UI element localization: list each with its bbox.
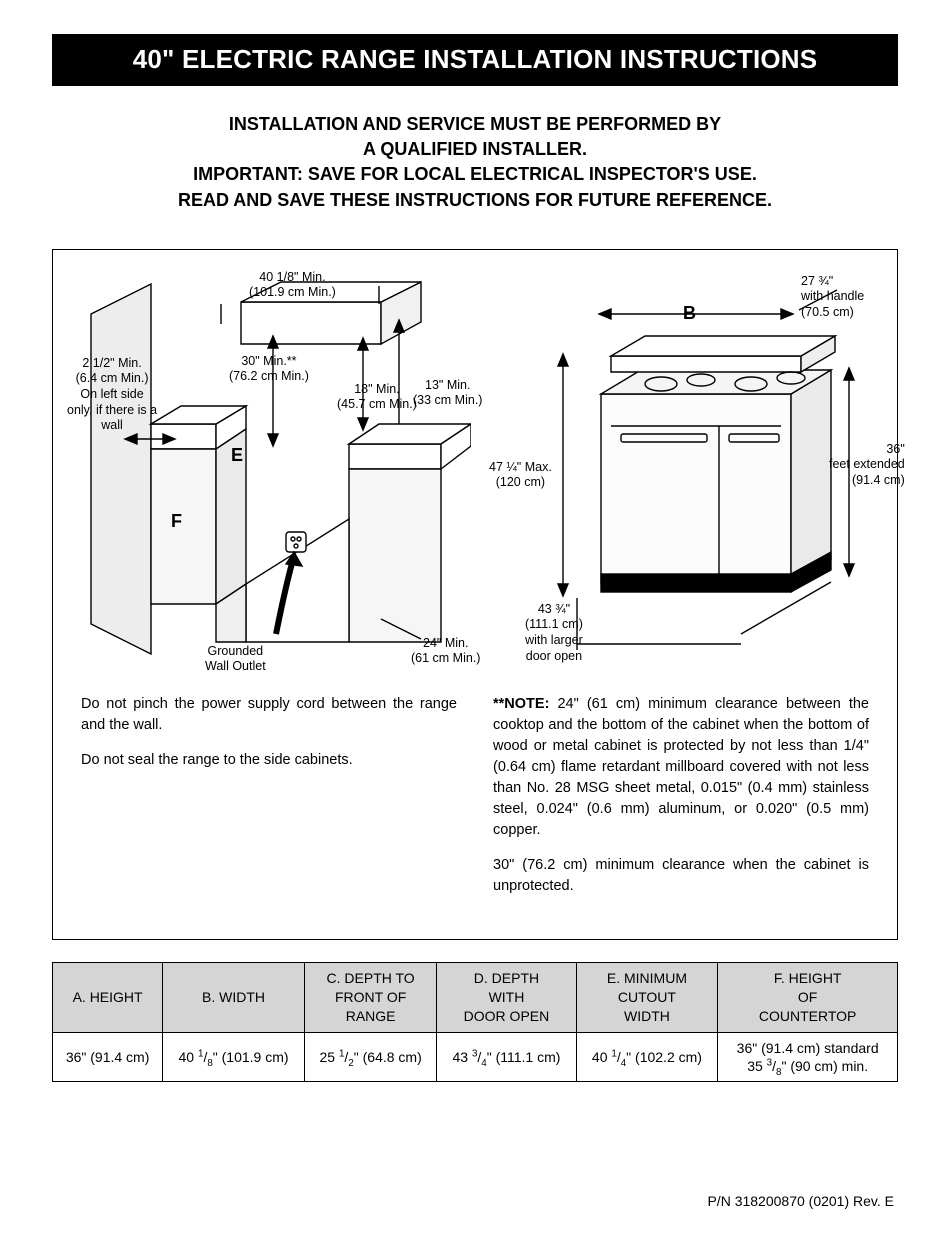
dim-label: (70.5 cm) [801,305,854,319]
letter-E: E [231,444,243,467]
dim-label: (120 cm) [496,475,545,489]
dim-label: (45.7 cm Min.) [337,397,417,411]
range-dimensions-diagram: B 27 ¾" with handle (70.5 cm) 47 ¼" Max.… [501,274,871,674]
table-cell: 40 1/8" (101.9 cm) [163,1032,305,1081]
dim-label: (61 cm Min.) [411,651,480,665]
dim-label: with handle [801,289,864,303]
dim-label: 30" Min.** [241,354,296,368]
dim-label: with larger [525,633,583,647]
dim-label: 24" Min. [423,636,468,650]
warning-line: IMPORTANT: SAVE FOR LOCAL ELECTRICAL INS… [52,162,898,187]
warning-line: A QUALIFIED INSTALLER. [52,137,898,162]
table-cell: 43 3/4" (111.1 cm) [437,1032,576,1081]
dimensions-table: A. HEIGHT B. WIDTH C. DEPTH TOFRONT OFRA… [52,962,898,1082]
warning-block: INSTALLATION AND SERVICE MUST BE PERFORM… [52,112,898,213]
dim-label: (91.4 cm) [852,473,905,487]
table-header: A. HEIGHT [53,962,163,1032]
dim-label: 18" Min. [354,382,399,396]
dim-label: (76.2 cm Min.) [229,369,309,383]
table-cell: 36" (91.4 cm) standard35 3/8" (90 cm) mi… [718,1032,898,1081]
right-notes-column: **NOTE: 24" (61 cm) minimum clearance be… [493,694,869,911]
dim-label: door open [526,649,582,663]
letter-B: B [683,302,696,325]
table-cell: 36" (91.4 cm) [53,1032,163,1081]
table-header: D. DEPTHWITHDOOR OPEN [437,962,576,1032]
note-body: 24" (61 cm) minimum clearance between th… [493,696,869,838]
page-title: 40" ELECTRIC RANGE INSTALLATION INSTRUCT… [52,34,898,86]
note-text: 30" (76.2 cm) minimum clearance when the… [493,855,869,897]
table-row: 36" (91.4 cm) 40 1/8" (101.9 cm) 25 1/2"… [53,1032,898,1081]
dim-label: On left side [80,387,143,401]
cabinet-cutout-diagram: 40 1/8" Min. (101.9 cm Min.) 2 1/2" Min.… [81,274,471,664]
dim-label: feet extended [829,457,905,471]
outlet-label: Grounded [208,644,264,658]
table-header: F. HEIGHTOFCOUNTERTOP [718,962,898,1032]
table-cell: 25 1/2" (64.8 cm) [304,1032,436,1081]
note-text: **NOTE: 24" (61 cm) minimum clearance be… [493,694,869,841]
dim-label: only, if there is a [67,403,157,417]
note-label: **NOTE: [493,696,549,712]
dim-label: (33 cm Min.) [413,393,482,407]
dim-label: 36" [886,442,904,456]
note-text: Do not seal the range to the side cabine… [81,750,457,771]
diagram-and-notes-box: 40 1/8" Min. (101.9 cm Min.) 2 1/2" Min.… [52,249,898,940]
outlet-label: Wall Outlet [205,659,266,673]
table-header: B. WIDTH [163,962,305,1032]
dim-label: 13" Min. [425,378,470,392]
cabinet-svg [81,274,471,664]
dim-label: 40 1/8" Min. [259,270,325,284]
left-notes-column: Do not pinch the power supply cord betwe… [81,694,457,911]
dim-label: 43 ¾" [538,602,570,616]
dim-label: wall [101,418,123,432]
table-header: C. DEPTH TOFRONT OFRANGE [304,962,436,1032]
dim-label: 27 ¾" [801,274,833,288]
note-text: Do not pinch the power supply cord betwe… [81,694,457,736]
table-header: E. MINIMUMCUTOUTWIDTH [576,962,718,1032]
warning-line: INSTALLATION AND SERVICE MUST BE PERFORM… [52,112,898,137]
table-cell: 40 1/4" (102.2 cm) [576,1032,718,1081]
warning-line: READ AND SAVE THESE INSTRUCTIONS FOR FUT… [52,188,898,213]
dim-label: (111.1 cm) [525,617,583,631]
dim-label: (6.4 cm Min.) [76,371,149,385]
part-number: P/N 318200870 (0201) Rev. E [707,1193,894,1209]
dim-label: 2 1/2" Min. [82,356,141,370]
dim-label: 47 ¼" Max. [489,460,552,474]
letter-F: F [171,510,182,533]
dim-label: (101.9 cm Min.) [249,285,336,299]
